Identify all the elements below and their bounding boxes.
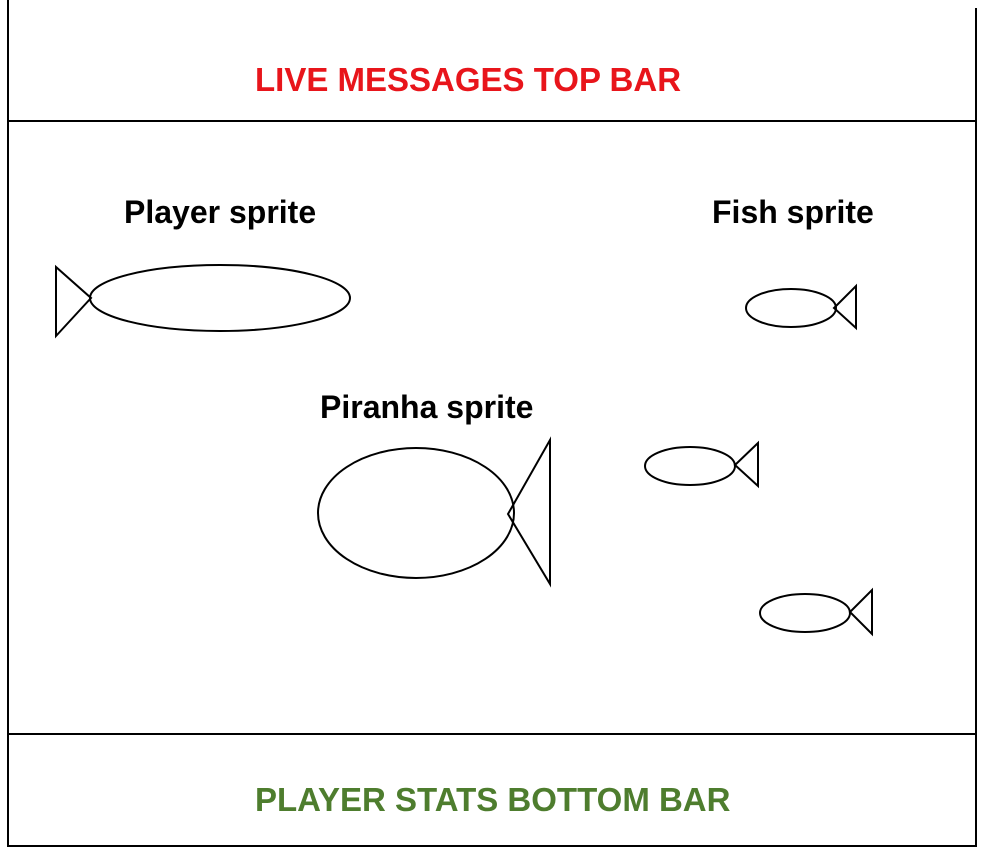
fish-sprite-body: [644, 446, 736, 486]
frame-bottom-edge: [7, 845, 977, 847]
piranha-sprite-icon: [317, 436, 551, 588]
fish-sprite-icon: [644, 440, 759, 489]
top-bar-label: LIVE MESSAGES TOP BAR: [255, 61, 682, 98]
bottom-bar-label: PLAYER STATS BOTTOM BAR: [255, 781, 731, 818]
bottom-bar-divider: [7, 733, 977, 735]
fish-sprite-label: Fish sprite: [712, 194, 874, 230]
player-sprite-icon: [55, 264, 351, 339]
piranha-sprite-label: Piranha sprite: [320, 389, 534, 425]
fish-sprite-tail: [848, 587, 873, 637]
fish-sprite-body: [759, 593, 851, 633]
player-sprite-tail: [55, 264, 93, 339]
piranha-sprite-tail: [506, 436, 551, 588]
fish-sprite-icon: [745, 283, 857, 331]
fish-sprite-icon: [759, 587, 873, 637]
player-sprite-label: Player sprite: [124, 194, 317, 230]
fish-sprite-tail: [733, 440, 759, 489]
frame-right-edge: [975, 8, 977, 846]
top-bar-divider: [7, 120, 977, 122]
fish-sprite-body: [745, 288, 837, 328]
piranha-sprite-body: [317, 447, 515, 579]
fish-sprite-tail: [832, 283, 857, 331]
player-sprite-body: [89, 264, 351, 332]
frame-left-edge: [7, 0, 9, 846]
